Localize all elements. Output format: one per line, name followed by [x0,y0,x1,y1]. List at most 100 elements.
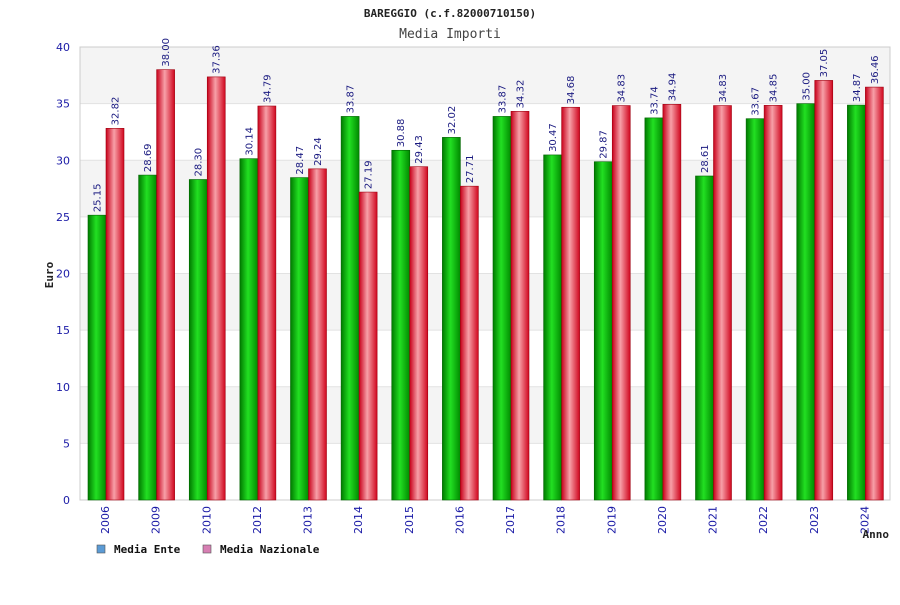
data-label: 29.87 [599,130,610,159]
data-label: 27.19 [364,160,375,189]
bar [745,118,765,501]
data-label: 34.85 [769,74,780,103]
bar [713,105,732,501]
y-tick-label: 40 [56,41,70,54]
x-tick-label: 2023 [808,506,821,534]
y-tick-label: 10 [56,381,70,394]
bar [561,106,580,501]
y-tick-label: 15 [56,324,70,337]
data-label: 36.46 [870,55,881,84]
x-tick-label: 2015 [403,506,416,534]
data-label: 34.83 [617,74,628,103]
x-axis-ticks: 2006 2009 2010 2012 2013 2014 2015 2016 2017 2018… [99,506,871,534]
data-label: 28.47 [295,146,306,175]
bar [340,116,360,501]
x-tick-label: 2017 [504,506,517,534]
y-tick-label: 0 [63,494,70,507]
data-label: 25.15 [93,184,104,213]
bar [257,105,277,501]
y-tick-label: 5 [63,437,70,450]
data-label: 34.32 [516,80,527,109]
data-label: 38.00 [161,38,172,67]
data-label: 29.43 [414,135,425,164]
bar [644,117,664,501]
bar [138,174,157,501]
bar [188,179,208,501]
data-label: 34.79 [262,74,273,103]
legend-label: Media Ente [114,543,181,556]
plot-border [79,46,891,501]
data-label: 33.67 [751,87,762,116]
bar [308,168,327,501]
x-axis-label: Anno [863,528,890,541]
bar [442,137,461,501]
x-tick-label: 2021 [707,506,720,534]
x-tick-label: 2018 [555,506,568,534]
data-label: 30.47 [548,123,559,152]
data-label: 34.83 [718,74,729,103]
bar [206,76,226,501]
bar [239,158,259,501]
data-label: 28.30 [194,148,205,177]
chart-subtitle: Media Importi [399,27,501,42]
bar [593,161,613,501]
x-tick-label: 2020 [656,506,669,534]
bar [290,177,309,501]
x-tick-label: 2016 [453,506,466,534]
y-tick-label: 35 [56,98,70,111]
x-tick-label: 2012 [251,506,264,534]
x-tick-label: 2010 [200,506,213,534]
data-label: 37.36 [212,45,223,74]
bar [695,175,714,501]
bar [543,154,562,501]
data-label: 32.02 [447,106,458,135]
x-tick-label: 2009 [150,506,163,534]
y-tick-label: 25 [56,211,70,224]
y-axis-ticks: 0 5 10 15 20 25 30 35 40 [56,41,70,507]
data-label: 27.71 [465,155,476,184]
data-label: 30.88 [396,119,407,148]
data-label: 28.69 [143,143,154,172]
x-tick-label: 2022 [757,506,770,534]
bar [510,111,530,501]
data-label: 33.87 [346,85,357,114]
value-labels: 25.15 32.82 28.69 38.00 28.30 37.36 30.14 34.79… [93,38,881,212]
bar [814,80,834,501]
bar [611,105,631,501]
data-label: 33.87 [498,85,509,114]
x-tick-label: 2014 [352,506,365,534]
y-tick-label: 20 [56,268,70,281]
data-label: 30.14 [244,127,255,156]
bar [847,104,866,501]
bar [409,166,429,501]
legend-swatch [202,544,212,554]
data-label: 34.68 [566,76,577,105]
bar [865,86,884,501]
bar [763,105,783,501]
bar [391,149,411,501]
data-label: 29.24 [313,137,324,166]
bar [156,69,175,501]
y-tick-label: 30 [56,154,70,167]
data-label: 34.94 [667,73,678,102]
bar [358,191,378,501]
chart-title: BAREGGIO (c.f.82000710150) [364,7,536,20]
x-tick-label: 2013 [302,506,315,534]
legend-swatch [96,544,106,554]
legend: Media Ente Media Nazionale [96,543,320,556]
bar [662,104,682,501]
data-label: 34.87 [852,73,863,102]
data-label: 32.82 [111,97,122,126]
bar [105,128,125,501]
bar [492,116,512,501]
data-label: 28.61 [700,144,711,173]
bar [796,103,816,501]
y-axis-label: Euro [43,261,56,288]
bar [87,214,107,501]
x-tick-label: 2006 [99,506,112,534]
bar [460,185,479,501]
data-label: 33.74 [649,86,660,115]
legend-label: Media Nazionale [220,543,320,556]
data-label: 35.00 [801,72,812,101]
